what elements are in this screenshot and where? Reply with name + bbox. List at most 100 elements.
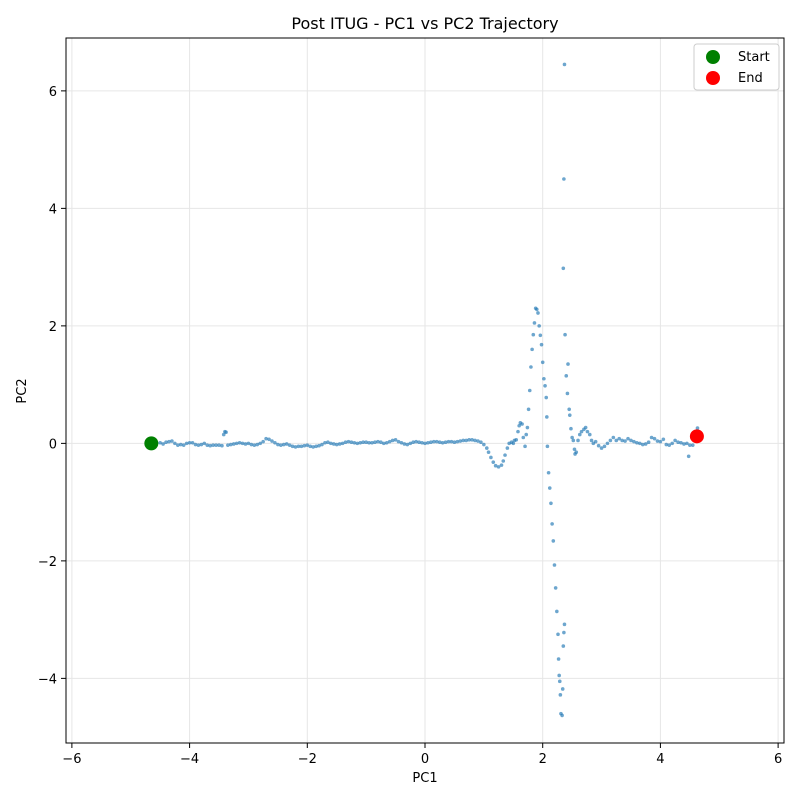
trajectory-point — [540, 343, 544, 347]
trajectory-point — [574, 450, 578, 454]
trajectory-point — [586, 430, 590, 434]
trajectory-point — [568, 413, 572, 417]
trajectory-point — [594, 440, 598, 444]
trajectory-point — [514, 438, 518, 442]
trajectory-point — [584, 426, 588, 430]
trajectory-point — [597, 444, 601, 448]
trajectory-point — [563, 623, 567, 627]
trajectory-point — [563, 333, 567, 337]
trajectory-point — [535, 308, 539, 312]
y-axis-label: PC2 — [15, 378, 30, 403]
trajectory-point — [531, 333, 535, 337]
trajectory-point — [554, 586, 558, 590]
legend-end-label: End — [738, 71, 763, 86]
trajectory-point — [546, 445, 550, 449]
trajectory-point — [562, 644, 566, 648]
trajectory-point — [606, 442, 610, 446]
trajectory-point — [547, 471, 551, 475]
trajectory-point — [536, 311, 540, 315]
trajectory-point — [542, 377, 546, 381]
y-tick-label: −2 — [38, 555, 57, 570]
x-tick-label: −6 — [62, 752, 81, 767]
trajectory-point — [485, 446, 489, 450]
trajectory-point — [170, 439, 174, 443]
trajectory-point — [563, 63, 567, 67]
trajectory-point — [506, 446, 510, 450]
trajectory-point — [562, 177, 566, 181]
legend-start-label: Start — [738, 50, 770, 65]
trajectory-point — [560, 714, 564, 718]
trajectory-point — [559, 693, 563, 697]
x-axis-label: PC1 — [412, 771, 437, 786]
trajectory-point — [659, 440, 663, 444]
end-marker — [690, 429, 704, 443]
trajectory-point — [500, 463, 504, 467]
trajectory-point — [588, 433, 592, 437]
x-tick-label: 0 — [421, 752, 429, 767]
start-marker — [144, 436, 158, 450]
trajectory-point — [544, 396, 548, 400]
trajectory-point — [567, 408, 571, 412]
y-tick-label: 0 — [49, 437, 57, 452]
chart-title: Post ITUG - PC1 vs PC2 Trajectory — [291, 14, 558, 33]
trajectory-point — [541, 361, 545, 365]
y-tick-label: 6 — [49, 85, 57, 100]
trajectory-point — [623, 439, 627, 443]
trajectory-point — [220, 444, 224, 448]
legend-start-marker — [706, 50, 720, 64]
trajectory-point — [670, 442, 674, 446]
trajectory-point — [529, 365, 533, 369]
trajectory-point — [662, 437, 666, 441]
trajectory-point — [530, 348, 534, 352]
trajectory-point — [603, 445, 607, 449]
trajectory-point — [526, 426, 530, 430]
trajectory-point — [479, 440, 483, 444]
x-tick-label: 4 — [656, 752, 664, 767]
trajectory-point — [549, 502, 553, 506]
trajectory-point — [557, 674, 561, 678]
trajectory-point — [558, 680, 562, 684]
y-tick-label: −4 — [38, 672, 57, 687]
trajectory-point — [491, 460, 495, 464]
trajectory-point — [687, 455, 691, 459]
trajectory-point — [503, 453, 507, 457]
trajectory-point — [691, 443, 695, 447]
trajectory-point — [566, 362, 570, 366]
trajectory-point — [647, 440, 651, 444]
trajectory-point — [562, 631, 566, 635]
trajectory-point — [487, 450, 491, 454]
trajectory-point — [537, 324, 541, 328]
trajectory-point — [545, 415, 549, 419]
trajectory-point — [528, 389, 532, 393]
trajectory-point — [551, 539, 555, 543]
trajectory-point — [527, 408, 531, 412]
trajectory-point — [520, 422, 524, 426]
trajectory-point — [482, 443, 486, 447]
trajectory-point — [501, 459, 505, 463]
trajectory-point — [566, 392, 570, 396]
trajectory-point — [524, 433, 528, 437]
trajectory-point — [543, 384, 547, 388]
trajectory-point — [523, 445, 527, 449]
trajectory-point — [533, 321, 537, 325]
trajectory-point — [550, 522, 554, 526]
legend: Start End — [694, 44, 779, 90]
trajectory-point — [572, 439, 576, 443]
x-tick-label: 2 — [539, 752, 547, 767]
trajectory-point — [521, 436, 525, 440]
trajectory-point — [261, 440, 265, 444]
y-tick-label: 4 — [49, 202, 57, 217]
trajectory-point — [576, 439, 580, 443]
trajectory-point — [569, 427, 573, 431]
trajectory-point — [609, 439, 613, 443]
trajectory-point — [516, 430, 520, 434]
x-tick-label: −4 — [180, 752, 199, 767]
trajectory-point — [553, 563, 557, 567]
trajectory-point — [555, 610, 559, 614]
trajectory-point — [557, 657, 561, 661]
trajectory-point — [564, 374, 568, 378]
trajectory-point — [612, 436, 616, 440]
x-tick-label: 6 — [774, 752, 782, 767]
